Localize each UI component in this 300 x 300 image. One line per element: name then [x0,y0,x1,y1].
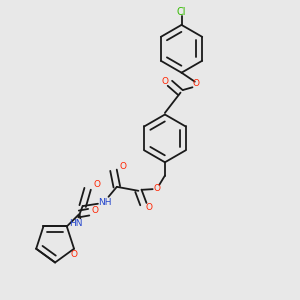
Text: O: O [70,250,77,259]
Text: O: O [146,203,153,212]
Text: O: O [93,180,100,189]
Text: O: O [161,77,168,86]
Text: O: O [119,162,126,171]
Text: O: O [193,79,200,88]
Text: O: O [91,206,98,215]
Text: HN: HN [69,219,83,228]
Text: O: O [153,184,160,193]
Text: NH: NH [98,198,112,207]
Text: Cl: Cl [177,7,186,17]
